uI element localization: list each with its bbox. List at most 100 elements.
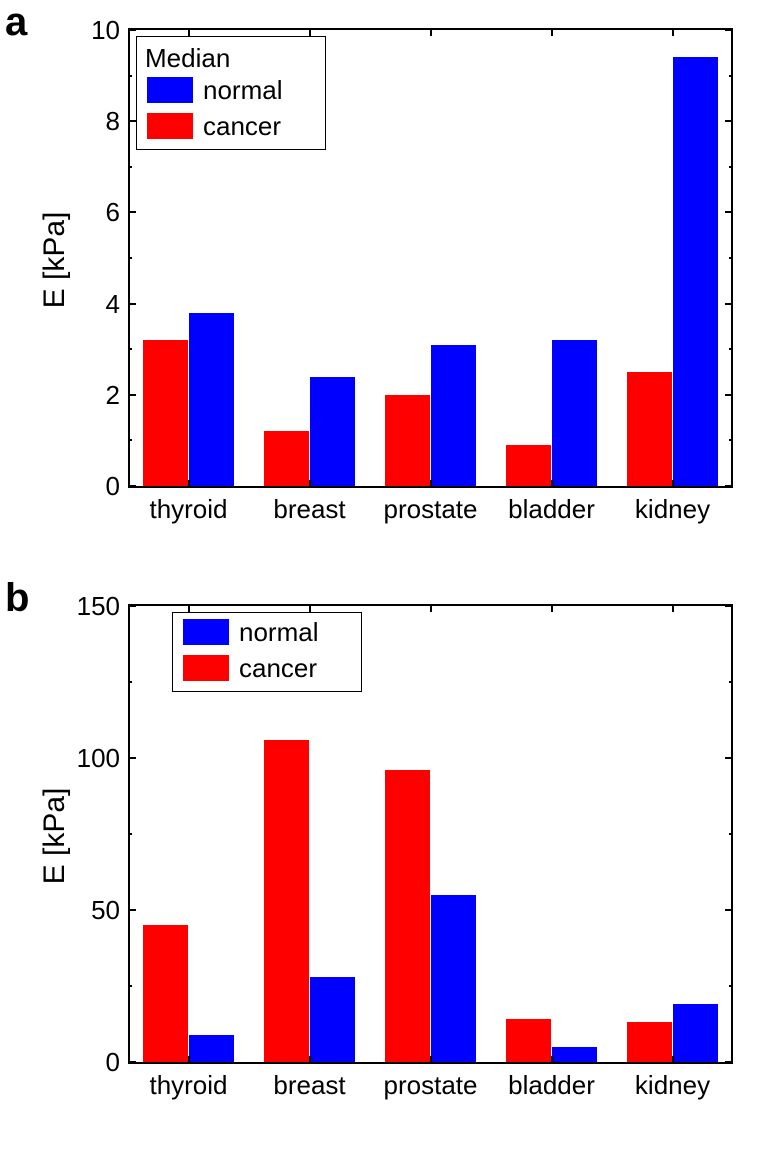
ytick <box>725 909 733 911</box>
xtick <box>309 28 311 36</box>
ytick <box>128 485 136 487</box>
ytick-minor <box>729 257 733 259</box>
ytick-label: 6 <box>60 197 120 228</box>
bar-normal <box>673 57 719 486</box>
xtick <box>188 1056 190 1064</box>
panel-a-label: a <box>5 0 27 45</box>
bar-normal <box>189 1035 235 1062</box>
xtick-label: breast <box>249 494 370 525</box>
bar-cancer <box>264 431 310 486</box>
ytick <box>128 394 136 396</box>
ytick <box>128 757 136 759</box>
ytick <box>725 211 733 213</box>
xtick <box>551 480 553 488</box>
xtick <box>309 604 311 612</box>
ytick-minor <box>128 75 132 77</box>
bar-cancer <box>627 372 673 486</box>
xtick <box>551 604 553 612</box>
xtick <box>672 604 674 612</box>
ytick-minor <box>128 439 132 441</box>
ytick-label: 0 <box>60 471 120 502</box>
xtick <box>188 28 190 36</box>
legend-swatch <box>183 655 229 681</box>
ytick <box>128 120 136 122</box>
xtick <box>551 28 553 36</box>
ytick-label: 10 <box>60 15 120 46</box>
xtick <box>309 480 311 488</box>
xtick-label: prostate <box>370 494 491 525</box>
xtick <box>672 1056 674 1064</box>
ytick-label: 100 <box>60 743 120 774</box>
ytick-label: 50 <box>60 895 120 926</box>
bar-normal <box>310 377 356 486</box>
legend-title: Median <box>145 43 230 74</box>
xtick-label: kidney <box>612 494 733 525</box>
bar-normal <box>189 313 235 486</box>
xtick-label: thyroid <box>128 1070 249 1101</box>
ytick-minor <box>128 166 132 168</box>
ytick <box>725 29 733 31</box>
xtick <box>672 28 674 36</box>
ytick <box>725 485 733 487</box>
ytick-label: 8 <box>60 106 120 137</box>
xtick <box>430 28 432 36</box>
bar-cancer <box>506 1019 552 1062</box>
legend: Mediannormal cancer <box>136 36 326 150</box>
ytick <box>128 1061 136 1063</box>
legend-swatch <box>147 77 193 103</box>
bar-cancer <box>506 445 552 486</box>
xtick <box>188 480 190 488</box>
xtick-label: bladder <box>491 494 612 525</box>
ytick-minor <box>128 833 132 835</box>
ytick-minor <box>729 75 733 77</box>
xtick <box>430 480 432 488</box>
legend-label: cancer <box>203 111 281 142</box>
legend: normal cancer <box>172 612 362 692</box>
legend-label: normal <box>239 617 318 648</box>
xtick <box>309 1056 311 1064</box>
figure: a E [kPa] b E [kPa] 0246810thyroidbreast… <box>0 0 767 1157</box>
bar-cancer <box>143 340 189 486</box>
ytick-minor <box>729 681 733 683</box>
ytick-minor <box>729 985 733 987</box>
xtick-label: thyroid <box>128 494 249 525</box>
ytick-minor <box>128 348 132 350</box>
ytick <box>128 605 136 607</box>
ytick <box>725 1061 733 1063</box>
bar-normal <box>552 340 598 486</box>
bar-normal <box>431 895 477 1062</box>
legend-swatch <box>147 113 193 139</box>
bar-cancer <box>143 925 189 1062</box>
ytick <box>725 605 733 607</box>
bar-normal <box>310 977 356 1062</box>
ytick-label: 0 <box>60 1047 120 1078</box>
ytick <box>128 909 136 911</box>
ytick-minor <box>729 166 733 168</box>
ytick <box>128 29 136 31</box>
xtick-label: bladder <box>491 1070 612 1101</box>
ytick <box>128 303 136 305</box>
xtick <box>430 1056 432 1064</box>
ytick-label: 4 <box>60 289 120 320</box>
ytick <box>725 757 733 759</box>
legend-label: normal <box>203 75 282 106</box>
xtick <box>551 1056 553 1064</box>
xtick <box>188 604 190 612</box>
bar-normal <box>431 345 477 486</box>
ytick <box>725 394 733 396</box>
ytick-minor <box>128 985 132 987</box>
ytick-minor <box>729 439 733 441</box>
legend-label: cancer <box>239 653 317 684</box>
bar-cancer <box>385 770 431 1062</box>
ytick-minor <box>729 348 733 350</box>
xtick <box>672 480 674 488</box>
panel-b-label: b <box>5 576 29 621</box>
bar-cancer <box>627 1022 673 1062</box>
bar-normal <box>673 1004 719 1062</box>
xtick-label: breast <box>249 1070 370 1101</box>
ytick-minor <box>128 681 132 683</box>
xtick <box>430 604 432 612</box>
xtick-label: prostate <box>370 1070 491 1101</box>
ytick-label: 2 <box>60 380 120 411</box>
legend-swatch <box>183 619 229 645</box>
